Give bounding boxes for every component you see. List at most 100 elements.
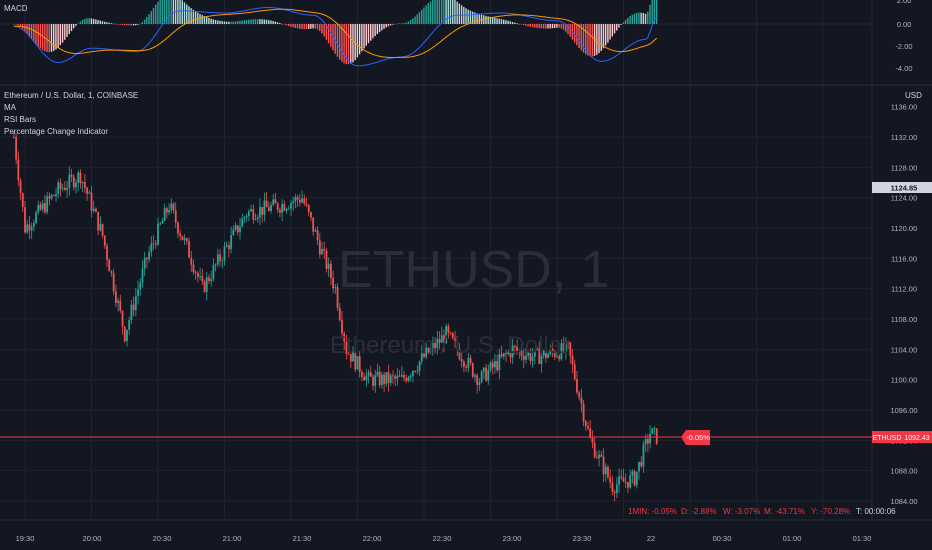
candle-body: [307, 205, 310, 213]
macd-histogram-bar: [279, 23, 281, 24]
macd-histogram-bar: [485, 15, 487, 24]
macd-histogram-bar: [194, 11, 197, 24]
macd-histogram-bar: [514, 22, 516, 24]
time-axis[interactable]: 19:30 20:00 20:30 21:00 21:30 22:00 22:30 23:00…: [16, 534, 872, 543]
macd-histogram-bar: [547, 24, 549, 29]
macd-histogram-bar: [104, 21, 106, 24]
candle-body: [276, 203, 279, 211]
candle-body: [150, 243, 153, 253]
symbol-title[interactable]: Ethereum / U.S. Dollar, 1, COINBASE: [4, 91, 139, 100]
macd-histogram-bar: [573, 24, 576, 43]
candle-body: [261, 206, 264, 215]
macd-histogram-bar: [587, 24, 589, 56]
macd-histogram-bar: [529, 24, 531, 27]
candle-body: [567, 341, 569, 343]
candle-body: [35, 212, 37, 224]
candle-body: [219, 254, 221, 262]
macd-histogram-bar: [345, 24, 348, 65]
candle-body: [230, 235, 233, 250]
indicator-ma[interactable]: MA: [4, 103, 16, 112]
candle-body: [502, 353, 505, 357]
candle-body: [301, 198, 303, 203]
macd-histogram-bar: [163, 0, 166, 25]
current-symbol-label: ETHUSD: [873, 435, 902, 442]
macd-histogram-bar: [604, 24, 607, 46]
candle-body: [330, 263, 332, 278]
candle-body: [77, 172, 80, 183]
candle-body: [440, 335, 443, 343]
macd-histogram-bar: [177, 0, 179, 24]
candle-body: [106, 245, 108, 260]
candle-body: [494, 361, 496, 368]
macd-histogram-bar: [310, 24, 312, 29]
price-pane[interactable]: [13, 131, 658, 501]
macd-histogram-bar: [217, 20, 219, 24]
candle-body: [327, 263, 330, 269]
macd-histogram-bar: [219, 20, 221, 24]
macd-axis-tick: -4.00: [895, 64, 912, 73]
macd-histogram-bar: [26, 24, 28, 34]
candle-body: [622, 477, 625, 482]
candle-body: [181, 235, 184, 240]
macd-histogram-bar: [616, 24, 618, 31]
macd-histogram-bar: [241, 20, 243, 24]
macd-histogram-bar: [545, 24, 547, 29]
macd-histogram-bar: [201, 15, 203, 24]
candle-body: [396, 375, 399, 379]
macd-histogram-bar: [88, 18, 90, 24]
candle-body: [44, 203, 46, 213]
macd-histogram-bar: [454, 0, 456, 25]
macd-histogram-bar: [276, 22, 279, 24]
indicator-pct-change[interactable]: Percentage Change Indicator: [4, 127, 109, 136]
candle-body: [52, 195, 55, 196]
macd-histogram-bar: [505, 20, 507, 24]
candle-body: [161, 220, 164, 224]
time-axis-tick: 22:30: [433, 534, 452, 543]
macd-histogram-bar: [534, 24, 536, 28]
macd-histogram-bar: [72, 24, 75, 29]
candle-body: [265, 200, 268, 208]
candle-body: [576, 379, 578, 393]
candle-body: [347, 353, 350, 355]
macd-histogram-bar: [46, 24, 48, 52]
macd-line: [13, 7, 658, 67]
current-price-label: 1092.43: [904, 435, 929, 442]
candle-body: [378, 371, 381, 386]
candle-body: [185, 238, 188, 242]
current-price-tag: [902, 431, 932, 443]
candle-body: [163, 208, 166, 221]
macd-histogram-bar: [325, 24, 328, 40]
macd-histogram-bar: [283, 24, 285, 25]
macd-histogram-bar: [254, 19, 257, 24]
macd-histogram-bar: [516, 23, 518, 24]
candle-body: [17, 159, 20, 181]
macd-histogram-bar: [636, 12, 638, 24]
macd-legend[interactable]: MACD: [4, 4, 28, 13]
macd-histogram-bar: [86, 18, 88, 24]
candle-body: [208, 277, 210, 282]
candle-body: [403, 374, 405, 378]
macd-histogram-bar: [618, 24, 620, 28]
macd-histogram-bar: [352, 24, 354, 63]
macd-histogram-bar: [290, 24, 292, 27]
macd-histogram-bar: [418, 12, 421, 24]
candle-body: [564, 341, 567, 351]
macd-histogram-bar: [640, 12, 642, 24]
macd-histogram-bar: [152, 7, 155, 25]
price-axis[interactable]: 0.00 -2.00 -4.00 2.00 1136.00 1132.00 1128.00 1…: [890, 0, 917, 506]
candle-body: [460, 359, 463, 362]
macd-pane[interactable]: [0, 0, 872, 67]
macd-histogram-bar: [135, 24, 137, 26]
candle-body: [332, 277, 335, 289]
macd-histogram-bar: [319, 24, 321, 32]
candle-body: [380, 374, 383, 386]
macd-axis-tick: -2.00: [895, 42, 912, 51]
macd-histogram-bar: [378, 24, 381, 33]
candle-body: [114, 291, 117, 303]
macd-histogram-bar: [471, 11, 474, 24]
macd-histogram-bar: [208, 17, 210, 24]
indicator-rsi-bars[interactable]: RSI Bars: [4, 115, 37, 124]
macd-histogram-bar: [469, 10, 472, 24]
candle-body: [345, 341, 348, 354]
